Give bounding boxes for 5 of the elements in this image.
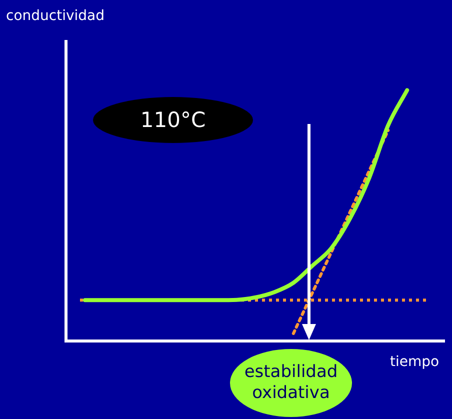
annotation: 110°C [140, 108, 206, 132]
x-axis-title: tiempo [390, 354, 440, 370]
y-axis-title: conductividad [6, 8, 104, 24]
ellipse-label: 110°C [93, 97, 253, 143]
ellipse-label: estabilidad oxidativa [230, 349, 352, 417]
